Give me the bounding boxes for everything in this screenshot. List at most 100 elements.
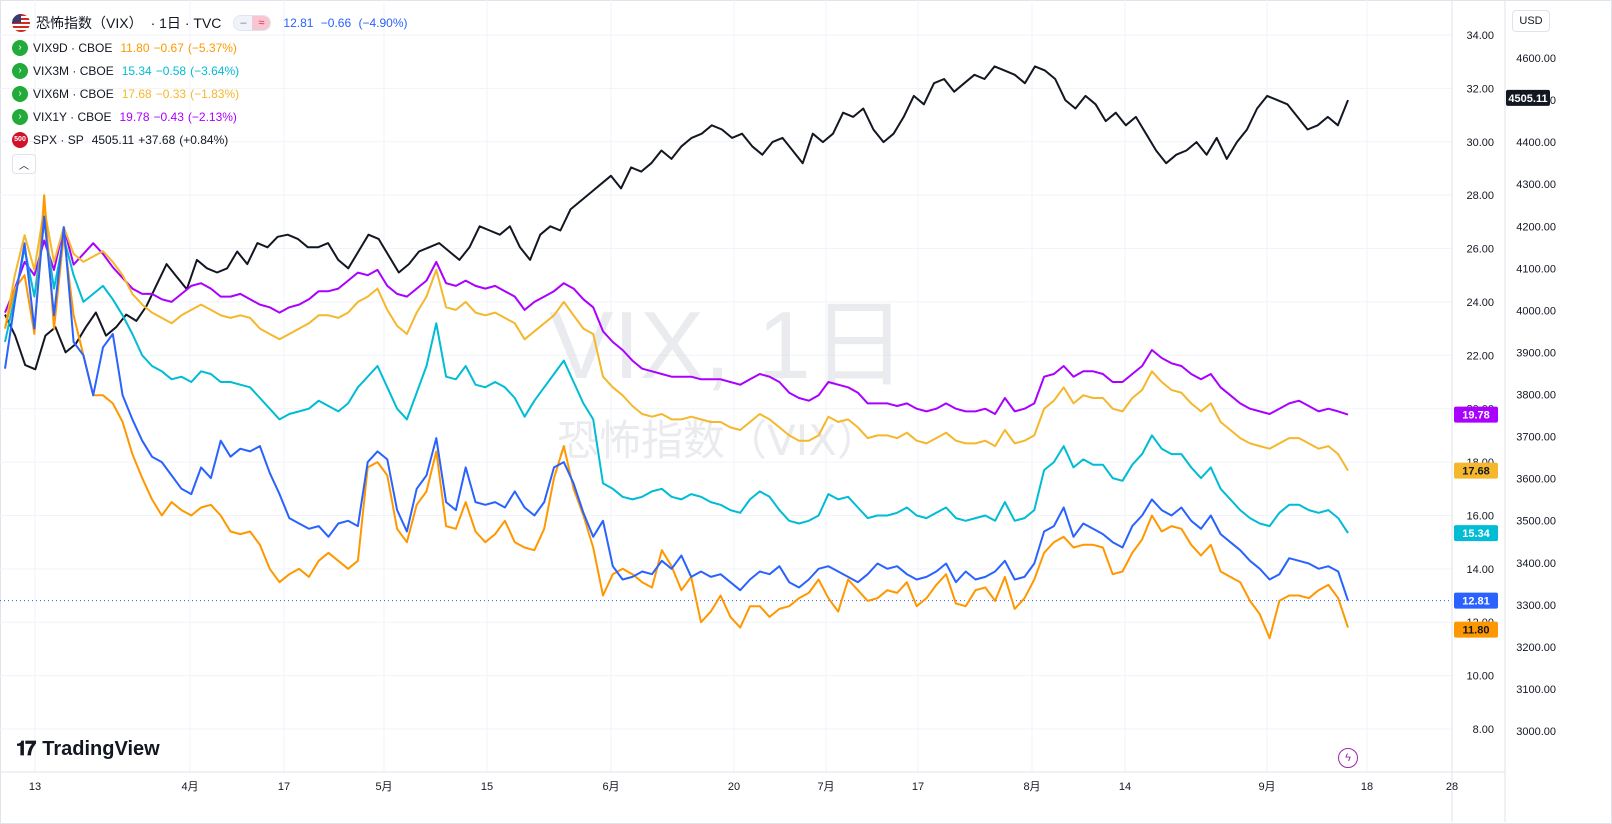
legend-last: 17.68	[121, 86, 152, 101]
price-tag-label: 15.34	[1462, 528, 1490, 540]
x-axis-tick-label: 18	[1361, 781, 1373, 793]
price-tag-bg	[1454, 592, 1498, 609]
right-axis-tick-label: 3600.00	[1516, 474, 1556, 486]
x-axis-tick-label: 17	[278, 781, 290, 793]
arrow-right-icon: ›	[12, 85, 28, 102]
right-axis-tick-label: 4600.00	[1516, 53, 1556, 65]
lightning-icon[interactable]: ϟ	[1338, 748, 1358, 768]
sp500-badge-icon: 500	[12, 131, 28, 148]
right-axis-tick-label: 4400.00	[1516, 137, 1556, 149]
main-change-pct: (−4.90%)	[358, 16, 408, 30]
legend-change: −0.58	[155, 63, 187, 78]
left-axis-tick-label: 26.00	[1466, 244, 1494, 256]
left-axis-tick-label: 8.00	[1473, 724, 1494, 736]
chevron-up-icon: ︿	[19, 160, 29, 172]
legend-change-pct: (+0.84%)	[179, 132, 229, 147]
symbol-name: VIX1Y	[33, 109, 67, 124]
left-axis-tick-label: 10.00	[1466, 671, 1494, 683]
price-tag-label: 17.68	[1462, 466, 1490, 478]
series-line-vix6m[interactable]	[4, 207, 1349, 472]
symbol-exchange: CBOE	[79, 86, 114, 101]
currency-button[interactable]: USD	[1512, 10, 1550, 32]
x-axis-tick-label: 8月	[1023, 781, 1040, 793]
symbol-name: SPX	[33, 132, 58, 147]
symbol-exchange: CBOE	[78, 40, 113, 55]
legend-row-vix3m[interactable]: › VIX3M · CBOE 15.34 −0.58 (−3.64%)	[12, 59, 412, 82]
right-axis-tick-label: 4100.00	[1516, 263, 1556, 275]
us-flag-icon	[12, 14, 30, 32]
legend-last: 4505.11	[91, 132, 135, 147]
approx-icon[interactable]: ≈	[252, 16, 271, 30]
tradingview-logo[interactable]: 𝟏𝟕 TradingView	[16, 738, 160, 761]
legend-main-row[interactable]: 恐怖指数（VIX） · 1日 · TVC ‒ ≈ 12.81 −0.66 (−4…	[12, 10, 412, 36]
legend: 恐怖指数（VIX） · 1日 · TVC ‒ ≈ 12.81 −0.66 (−4…	[12, 10, 412, 174]
x-axis-tick-label: 14	[1119, 781, 1131, 793]
symbol-name: VIX6M	[33, 86, 70, 101]
compare-toggle[interactable]: ‒ ≈	[233, 15, 272, 31]
legend-last: 11.80	[120, 40, 150, 55]
main-title: 恐怖指数（VIX）	[36, 15, 143, 31]
series-line-vix9d[interactable]	[4, 194, 1349, 640]
left-axis-tick-label: 16.00	[1466, 510, 1494, 522]
series-line-vix1y[interactable]	[4, 226, 1349, 416]
x-axis-tick-label: 4月	[181, 781, 198, 793]
x-axis-tick-label: 13	[29, 781, 41, 793]
tv-logo-icon: 𝟏𝟕	[16, 738, 36, 760]
price-tag-label: 19.78	[1462, 410, 1490, 422]
right-axis-tick-label: 4000.00	[1516, 305, 1556, 317]
price-tag-bg	[1454, 406, 1498, 423]
left-axis-tick-label: 14.00	[1466, 564, 1494, 576]
x-axis-tick-label: 28	[1446, 781, 1458, 793]
main-values: 12.81 −0.66 (−4.90%)	[283, 16, 411, 30]
series-line-vix[interactable]	[4, 215, 1349, 601]
left-axis-tick-label: 34.00	[1466, 30, 1494, 42]
right-axis-tick-label: 3500.00	[1516, 516, 1556, 528]
x-axis-tick-label: 6月	[602, 781, 619, 793]
right-axis-tick-label: 3200.00	[1516, 642, 1556, 654]
x-axis-tick-label: 15	[481, 781, 493, 793]
collapse-legend-button[interactable]: ︿	[12, 154, 36, 174]
left-axis-tick-label: 32.00	[1466, 83, 1494, 95]
brand-name: TradingView	[42, 738, 160, 760]
right-axis-tick-label: 4200.00	[1516, 221, 1556, 233]
legend-row-vix1y[interactable]: › VIX1Y · CBOE 19.78 −0.43 (−2.13%)	[12, 105, 412, 128]
left-axis-tick-label: 24.00	[1466, 297, 1494, 309]
main-last: 12.81	[283, 16, 314, 30]
legend-row-spx[interactable]: 500 SPX · SP 4505.11 +37.68 (+0.84%)	[12, 128, 412, 151]
price-tag-bg	[1454, 462, 1498, 479]
symbol-name: VIX3M	[33, 63, 70, 78]
symbol-exchange: CBOE	[79, 63, 114, 78]
legend-change-pct: (−3.64%)	[190, 63, 240, 78]
legend-symbol: VIX3M · CBOE	[33, 63, 114, 78]
legend-change: −0.43	[153, 109, 184, 124]
legend-symbol: VIX9D · CBOE	[33, 40, 113, 55]
legend-last: 19.78	[119, 109, 150, 124]
legend-change: −0.67	[153, 40, 184, 55]
legend-row-vix6m[interactable]: › VIX6M · CBOE 17.68 −0.33 (−1.83%)	[12, 82, 412, 105]
legend-change-pct: (−5.37%)	[187, 40, 237, 55]
series-line-spx[interactable]	[4, 65, 1349, 371]
arrow-right-icon: ›	[12, 62, 28, 79]
right-axis-tick-label: 3400.00	[1516, 558, 1556, 570]
main-change: −0.66	[320, 16, 352, 30]
interval-label: 1日	[159, 15, 181, 31]
watermark-title: VIX, 1日	[549, 292, 906, 399]
legend-symbol: SPX · SP	[33, 132, 84, 147]
legend-row-vix9d[interactable]: › VIX9D · CBOE 11.80 −0.67 (−5.37%)	[12, 36, 412, 59]
series-line-vix3m[interactable]	[4, 220, 1349, 534]
right-axis-tick-label: 3000.00	[1516, 726, 1556, 738]
left-axis-tick-label: 30.00	[1466, 137, 1494, 149]
right-axis-tick-label: 3800.00	[1516, 390, 1556, 402]
legend-symbol: VIX6M · CBOE	[33, 86, 114, 101]
right-axis-tick-label: 4300.00	[1516, 179, 1556, 191]
x-axis-tick-label: 9月	[1258, 781, 1275, 793]
main-interval: · 1日 · TVC	[150, 15, 222, 31]
x-axis-tick-label: 20	[728, 781, 740, 793]
price-tag-bg	[1506, 89, 1550, 106]
legend-last: 15.34	[121, 63, 152, 78]
price-tag-bg	[1454, 525, 1498, 542]
watermark-subtitle: 恐怖指数（VIX）	[557, 416, 879, 465]
minus-icon[interactable]: ‒	[234, 16, 253, 30]
right-axis-tick-label: 3700.00	[1516, 432, 1556, 444]
